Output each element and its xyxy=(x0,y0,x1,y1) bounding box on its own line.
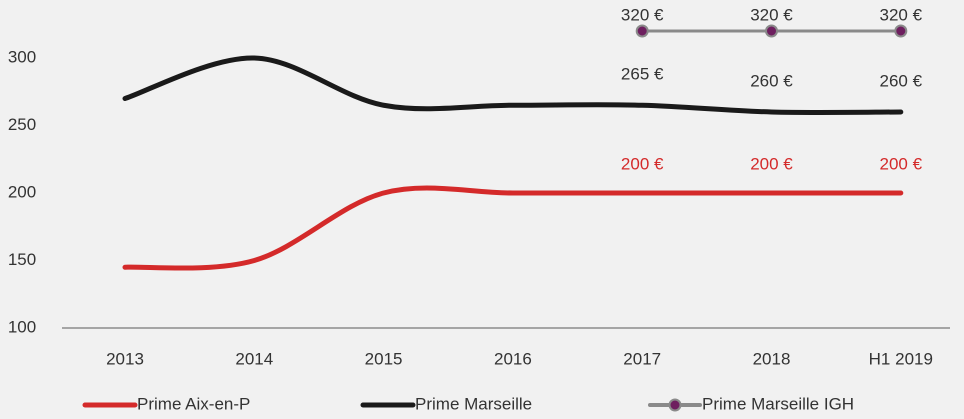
series-marker xyxy=(894,24,908,38)
series-line xyxy=(122,55,904,115)
value-label: 200 € xyxy=(750,154,793,173)
value-label: 260 € xyxy=(880,71,923,90)
value-label: 320 € xyxy=(750,5,793,24)
y-tick-label: 200 xyxy=(8,182,36,201)
x-tick-label: 2016 xyxy=(494,349,532,368)
x-tick-label: 2014 xyxy=(235,349,273,368)
legend-label: Prime Aix-en-P xyxy=(137,394,250,413)
value-label: 265 € xyxy=(621,65,664,84)
legend-label: Prime Marseille IGH xyxy=(702,394,854,413)
value-label: 200 € xyxy=(621,154,664,173)
series-marker xyxy=(635,24,649,38)
series-marker xyxy=(765,24,778,38)
y-tick-label: 150 xyxy=(8,250,36,269)
y-tick-label: 300 xyxy=(8,47,36,66)
x-tick-label: 2018 xyxy=(753,349,791,368)
series-line xyxy=(122,185,904,271)
y-tick-label: 100 xyxy=(8,317,36,336)
value-label: 320 € xyxy=(880,5,923,24)
value-label: 260 € xyxy=(750,71,793,90)
x-tick-label: 2013 xyxy=(106,349,144,368)
value-label: 320 € xyxy=(621,5,664,24)
y-tick-label: 250 xyxy=(8,115,36,134)
x-tick-label: 2017 xyxy=(623,349,661,368)
legend-marker xyxy=(668,398,682,412)
legend-label: Prime Marseille xyxy=(415,394,532,413)
x-tick-label: H1 2019 xyxy=(869,349,933,368)
x-tick-label: 2015 xyxy=(365,349,403,368)
value-label: 200 € xyxy=(880,154,923,173)
